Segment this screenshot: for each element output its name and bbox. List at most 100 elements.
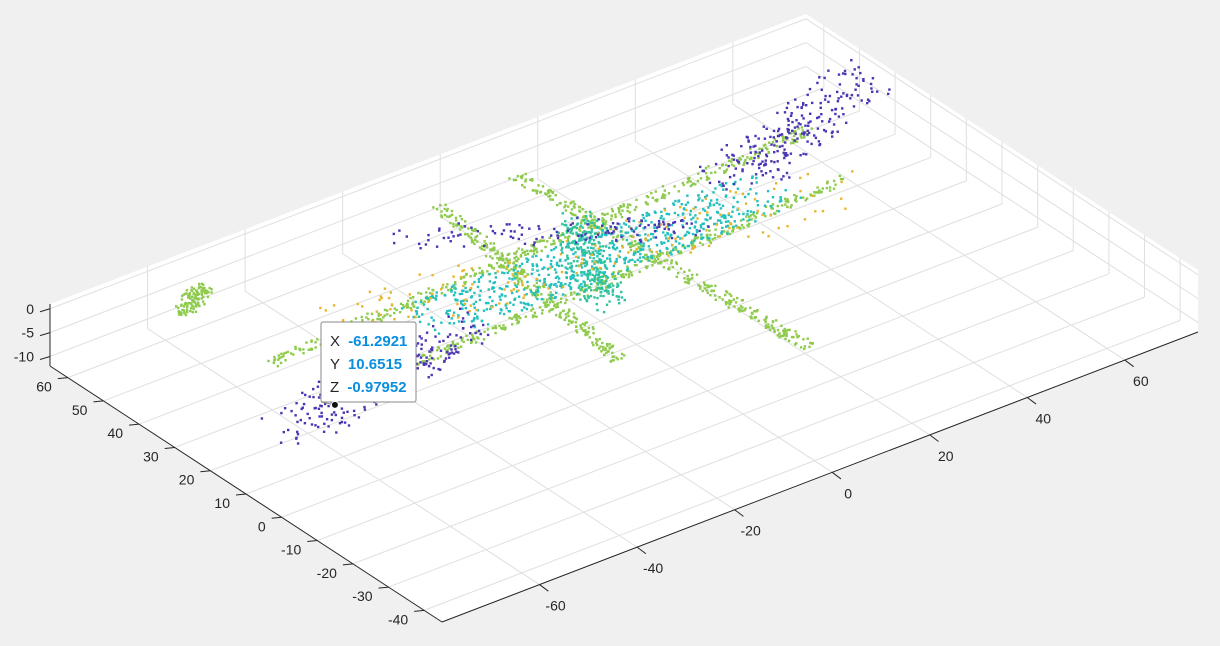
- point: [506, 271, 509, 274]
- point: [327, 425, 330, 428]
- point: [462, 245, 466, 248]
- point: [472, 319, 475, 322]
- point: [780, 324, 783, 327]
- point: [688, 269, 691, 272]
- point: [512, 262, 515, 265]
- point: [599, 345, 602, 348]
- point: [471, 337, 475, 340]
- y-tick-mark: [93, 400, 104, 403]
- grid-line-y: [317, 250, 1074, 542]
- point: [596, 268, 600, 271]
- point: [739, 308, 742, 311]
- point: [420, 343, 423, 346]
- point: [737, 308, 740, 311]
- point: [681, 224, 684, 227]
- point: [747, 235, 750, 238]
- point: [644, 219, 647, 223]
- point: [791, 138, 794, 141]
- point: [622, 273, 625, 276]
- point: [577, 286, 580, 289]
- point: [636, 250, 640, 253]
- y-tick-label: 40: [108, 425, 124, 441]
- point: [680, 251, 683, 255]
- point: [584, 333, 587, 337]
- point: [491, 299, 494, 303]
- point: [448, 356, 451, 359]
- point: [318, 415, 321, 418]
- point: [452, 352, 456, 355]
- point: [663, 241, 666, 244]
- point: [570, 229, 573, 232]
- point: [660, 214, 663, 218]
- point: [718, 183, 722, 187]
- point: [841, 107, 844, 110]
- point: [632, 235, 635, 239]
- point: [830, 108, 834, 112]
- point: [606, 257, 609, 260]
- point: [705, 175, 709, 178]
- point: [538, 306, 542, 309]
- point: [578, 229, 582, 232]
- point: [680, 203, 683, 206]
- point: [639, 260, 642, 263]
- point: [786, 200, 789, 204]
- point: [314, 346, 317, 349]
- point: [783, 327, 786, 331]
- point: [580, 274, 583, 277]
- point: [823, 128, 826, 132]
- point: [619, 281, 622, 284]
- point: [755, 192, 758, 195]
- point: [568, 242, 571, 245]
- point: [709, 294, 712, 297]
- point: [632, 244, 636, 247]
- point: [197, 303, 200, 306]
- point: [581, 322, 584, 326]
- point: [598, 257, 601, 261]
- point: [656, 198, 659, 201]
- point: [665, 252, 669, 256]
- point: [737, 162, 741, 165]
- point: [578, 210, 582, 213]
- point: [371, 319, 374, 322]
- point: [593, 296, 596, 299]
- point: [790, 142, 793, 145]
- point: [588, 241, 591, 244]
- point: [736, 200, 739, 204]
- point: [555, 291, 558, 294]
- point: [662, 266, 666, 269]
- data-tip-box[interactable]: [320, 321, 417, 403]
- x-tick-mark: [831, 471, 842, 480]
- point: [602, 310, 606, 314]
- point: [421, 354, 424, 358]
- y-tick-label: 60: [36, 379, 52, 395]
- point: [535, 289, 538, 292]
- point: [612, 359, 615, 362]
- point: [701, 222, 704, 226]
- point: [690, 241, 693, 244]
- point: [706, 218, 709, 222]
- point: [475, 234, 479, 238]
- point: [668, 251, 672, 254]
- data-tip-marker[interactable]: [330, 400, 339, 409]
- point: [616, 235, 619, 238]
- point: [189, 297, 192, 300]
- point: [715, 223, 719, 226]
- point: [523, 251, 526, 254]
- point: [843, 69, 847, 73]
- point: [491, 229, 495, 233]
- point: [748, 218, 751, 222]
- point: [689, 213, 692, 216]
- point: [507, 264, 510, 268]
- point: [791, 129, 794, 132]
- point: [570, 291, 573, 295]
- point: [601, 219, 604, 223]
- point: [678, 242, 681, 245]
- point: [188, 295, 191, 298]
- point: [578, 293, 581, 296]
- point: [564, 294, 567, 297]
- data-tip[interactable]: X -61.2921 Y 10.6515 Z -0.97952: [320, 321, 417, 409]
- point: [728, 299, 731, 302]
- point: [409, 307, 413, 310]
- point: [508, 261, 511, 264]
